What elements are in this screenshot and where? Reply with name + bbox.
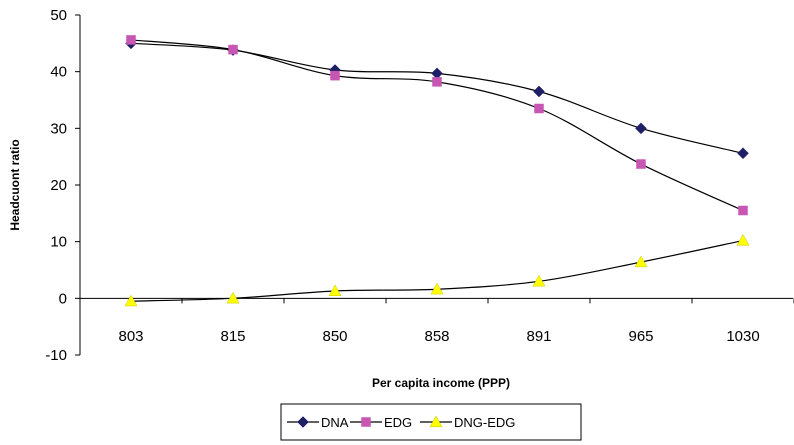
- legend-marker-dng-edg: [429, 415, 443, 428]
- y-tick-label: 30: [50, 120, 67, 137]
- data-point-dna: [635, 122, 647, 135]
- y-tick-label: -10: [45, 347, 67, 364]
- data-point-dng-edg: [532, 274, 546, 287]
- data-point-edg: [228, 44, 238, 55]
- y-tick-label: 10: [50, 234, 67, 251]
- data-point-dna: [533, 85, 545, 98]
- x-tick-label: 891: [526, 328, 551, 345]
- legend-marker-edg: [361, 417, 371, 427]
- legend: DNA EDG DNG-EDG: [280, 403, 582, 441]
- y-axis: -10 0 10 20 30 40 50: [45, 7, 81, 364]
- data-point-edg: [738, 205, 748, 216]
- x-tick-label: 803: [118, 328, 143, 345]
- data-point-edg: [126, 35, 136, 45]
- data-point-dng-edg: [124, 294, 138, 307]
- x-tick-label: 815: [220, 328, 245, 345]
- data-point-dna: [737, 147, 749, 160]
- legend-label-edg: EDG: [384, 415, 412, 430]
- data-point-edg: [534, 103, 544, 114]
- data-point-dng-edg: [430, 282, 444, 295]
- series-line-edg: [130, 39, 744, 212]
- data-point-edg: [636, 159, 646, 169]
- data-point-edg: [432, 77, 442, 87]
- x-tick-label: 1030: [726, 328, 759, 345]
- legend-label-dng-edg: DNG-EDG: [454, 415, 515, 430]
- x-tick-label: 965: [628, 328, 653, 345]
- data-point-edg: [330, 70, 340, 81]
- series-line-dna: [130, 42, 744, 154]
- x-axis-title: Per capita income (PPP): [372, 376, 510, 390]
- x-axis: 803 815 850 858 891 965 1030: [79, 297, 794, 345]
- y-tick-label: 40: [50, 64, 67, 81]
- data-point-dng-edg: [634, 255, 648, 268]
- data-point-dng-edg: [328, 284, 342, 297]
- legend-label-dna: DNA: [321, 415, 349, 430]
- x-tick-label: 850: [322, 328, 347, 345]
- legend-marker-dna: [297, 416, 309, 428]
- x-tick-label: 858: [424, 328, 449, 345]
- y-tick-label: 20: [50, 177, 67, 194]
- y-tick-label: 0: [59, 290, 67, 307]
- y-axis-title: Headcuont ratio: [8, 139, 22, 230]
- series-markers: [124, 35, 750, 307]
- data-point-dng-edg: [226, 291, 240, 304]
- y-tick-label: 50: [50, 7, 67, 24]
- data-point-dng-edg: [736, 234, 750, 246]
